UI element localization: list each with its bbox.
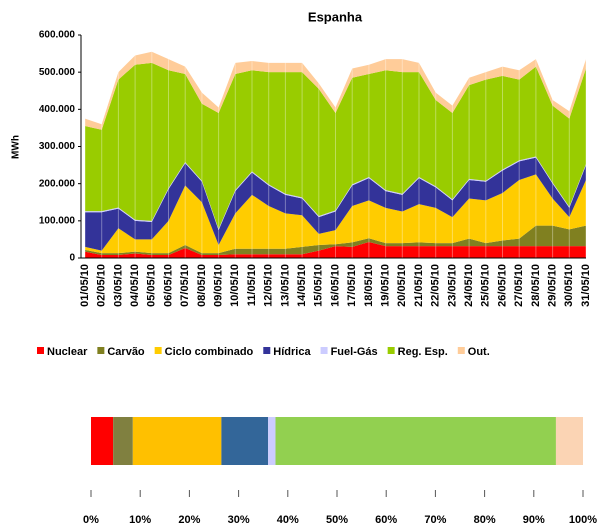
x-tick-label: 02/05/10 [96, 264, 108, 307]
x-tick-label: 17/05/10 [346, 264, 358, 307]
x-tick-label: 50% [326, 514, 348, 526]
x-tick-label: 08/05/10 [196, 264, 208, 307]
y-tick-label: 100.000 [39, 215, 76, 226]
legend-label: Hídrica [273, 346, 311, 358]
x-tick-label: 29/05/10 [547, 264, 559, 307]
x-tick-label: 19/05/10 [380, 264, 392, 307]
legend-swatch [457, 347, 465, 354]
x-tick-label: 60% [375, 514, 397, 526]
legend-swatch [320, 347, 328, 354]
y-tick-label: 0 [69, 253, 75, 264]
y-tick-label: 300.000 [39, 141, 76, 152]
x-tick-label: 13/05/10 [279, 264, 291, 307]
x-tick-label: 20% [178, 514, 200, 526]
bar-segment [91, 417, 114, 465]
x-tick-label: 30/05/10 [563, 264, 575, 307]
x-tick-label: 22/05/10 [430, 264, 442, 307]
bar-segment [555, 417, 583, 465]
area [85, 242, 586, 258]
x-tick-label: 23/05/10 [446, 264, 458, 307]
x-tick-label: 31/05/10 [580, 264, 592, 307]
x-tick-label: 27/05/10 [513, 264, 525, 307]
x-tick-label: 80% [474, 514, 496, 526]
x-tick-label: 24/05/10 [463, 264, 475, 307]
chart-title: Espanha [308, 9, 363, 24]
x-tick-label: 15/05/10 [313, 264, 325, 307]
legend-label: Fuel-Gás [331, 346, 378, 358]
y-axis-label: MWh [11, 135, 22, 159]
x-tick-label: 10/05/10 [229, 264, 241, 307]
x-tick-label: 90% [523, 514, 545, 526]
y-tick-label: 400.000 [39, 104, 76, 115]
y-tick-label: 500.000 [39, 67, 76, 78]
x-tick-label: 25/05/10 [480, 264, 492, 307]
x-tick-label: 20/05/10 [396, 264, 408, 307]
x-tick-label: 03/05/10 [112, 264, 124, 307]
x-tick-label: 28/05/10 [530, 264, 542, 307]
legend-swatch [263, 347, 271, 354]
area [85, 174, 586, 254]
x-tick-label: 14/05/10 [296, 264, 308, 307]
x-tick-label: 07/05/10 [179, 264, 191, 307]
x-tick-label: 05/05/10 [146, 264, 158, 307]
legend-label: Reg. Esp. [398, 346, 448, 358]
x-tick-label: 21/05/10 [413, 264, 425, 307]
legend-label: Nuclear [47, 346, 88, 358]
x-tick-label: 01/05/10 [79, 264, 91, 307]
y-tick-label: 200.000 [39, 178, 76, 189]
y-tick-label: 600.000 [39, 30, 76, 41]
x-tick-label: 16/05/10 [329, 264, 341, 307]
bar-segment [268, 417, 276, 465]
x-tick-label: 12/05/10 [263, 264, 275, 307]
legend-label: Ciclo combinado [165, 346, 254, 358]
x-tick-label: 09/05/10 [213, 264, 225, 307]
x-tick-label: 04/05/10 [129, 264, 141, 307]
legend-swatch [387, 347, 395, 354]
x-tick-label: 100% [569, 514, 597, 526]
x-tick-label: 70% [424, 514, 446, 526]
bar-segment [113, 417, 133, 465]
area [85, 62, 586, 230]
legend-swatch [97, 347, 105, 354]
x-tick-label: 26/05/10 [496, 264, 508, 307]
legend-swatch [154, 347, 162, 354]
area [85, 51, 586, 130]
x-tick-label: 10% [129, 514, 151, 526]
bar-segment [275, 417, 556, 465]
x-tick-label: 06/05/10 [162, 264, 174, 307]
x-tick-label: 0% [83, 514, 99, 526]
legend-label: Carvão [107, 346, 145, 358]
legend-swatch [37, 347, 44, 354]
x-tick-label: 18/05/10 [363, 264, 375, 307]
bar-segment [221, 417, 269, 465]
x-tick-label: 30% [228, 514, 250, 526]
bar-segment [132, 417, 222, 465]
x-tick-label: 11/05/10 [246, 264, 258, 306]
legend-label: Out. [468, 346, 490, 358]
x-tick-label: 40% [277, 514, 299, 526]
area [85, 157, 586, 251]
area [85, 225, 586, 256]
